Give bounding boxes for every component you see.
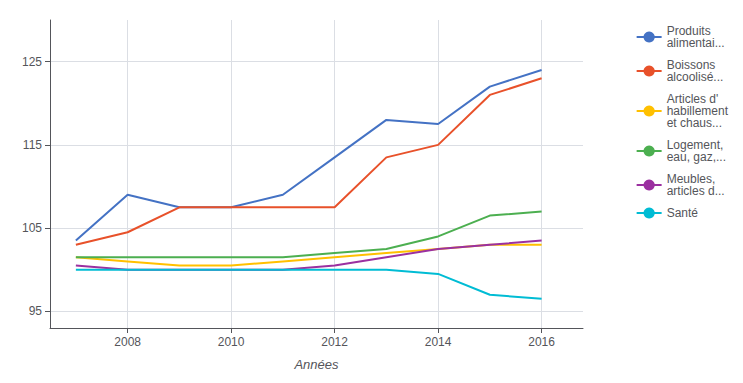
svg-text:Années: Années	[293, 357, 339, 372]
svg-text:95: 95	[29, 304, 43, 318]
svg-text:Meubles,: Meubles,	[666, 172, 716, 186]
svg-text:2014: 2014	[425, 335, 452, 349]
svg-text:Articles d': Articles d'	[666, 92, 719, 106]
svg-text:habillement: habillement	[666, 104, 728, 118]
svg-text:eau, gaz,...: eau, gaz,...	[667, 150, 726, 164]
svg-text:Boissons: Boissons	[666, 58, 716, 72]
svg-text:2008: 2008	[114, 335, 141, 349]
svg-text:alimentai...: alimentai...	[667, 36, 725, 50]
svg-text:alcoolisé...: alcoolisé...	[667, 70, 724, 84]
svg-text:2010: 2010	[218, 335, 245, 349]
svg-text:et chaus...: et chaus...	[667, 116, 722, 130]
svg-text:Logement,: Logement,	[666, 138, 724, 152]
svg-text:2012: 2012	[321, 335, 348, 349]
svg-text:Santé: Santé	[667, 206, 699, 220]
svg-text:125: 125	[22, 55, 42, 69]
svg-text:articles d...: articles d...	[667, 184, 725, 198]
svg-text:2016: 2016	[528, 335, 555, 349]
svg-text:115: 115	[23, 138, 42, 152]
svg-text:Produits: Produits	[666, 24, 711, 38]
svg-text:105: 105	[22, 221, 42, 235]
